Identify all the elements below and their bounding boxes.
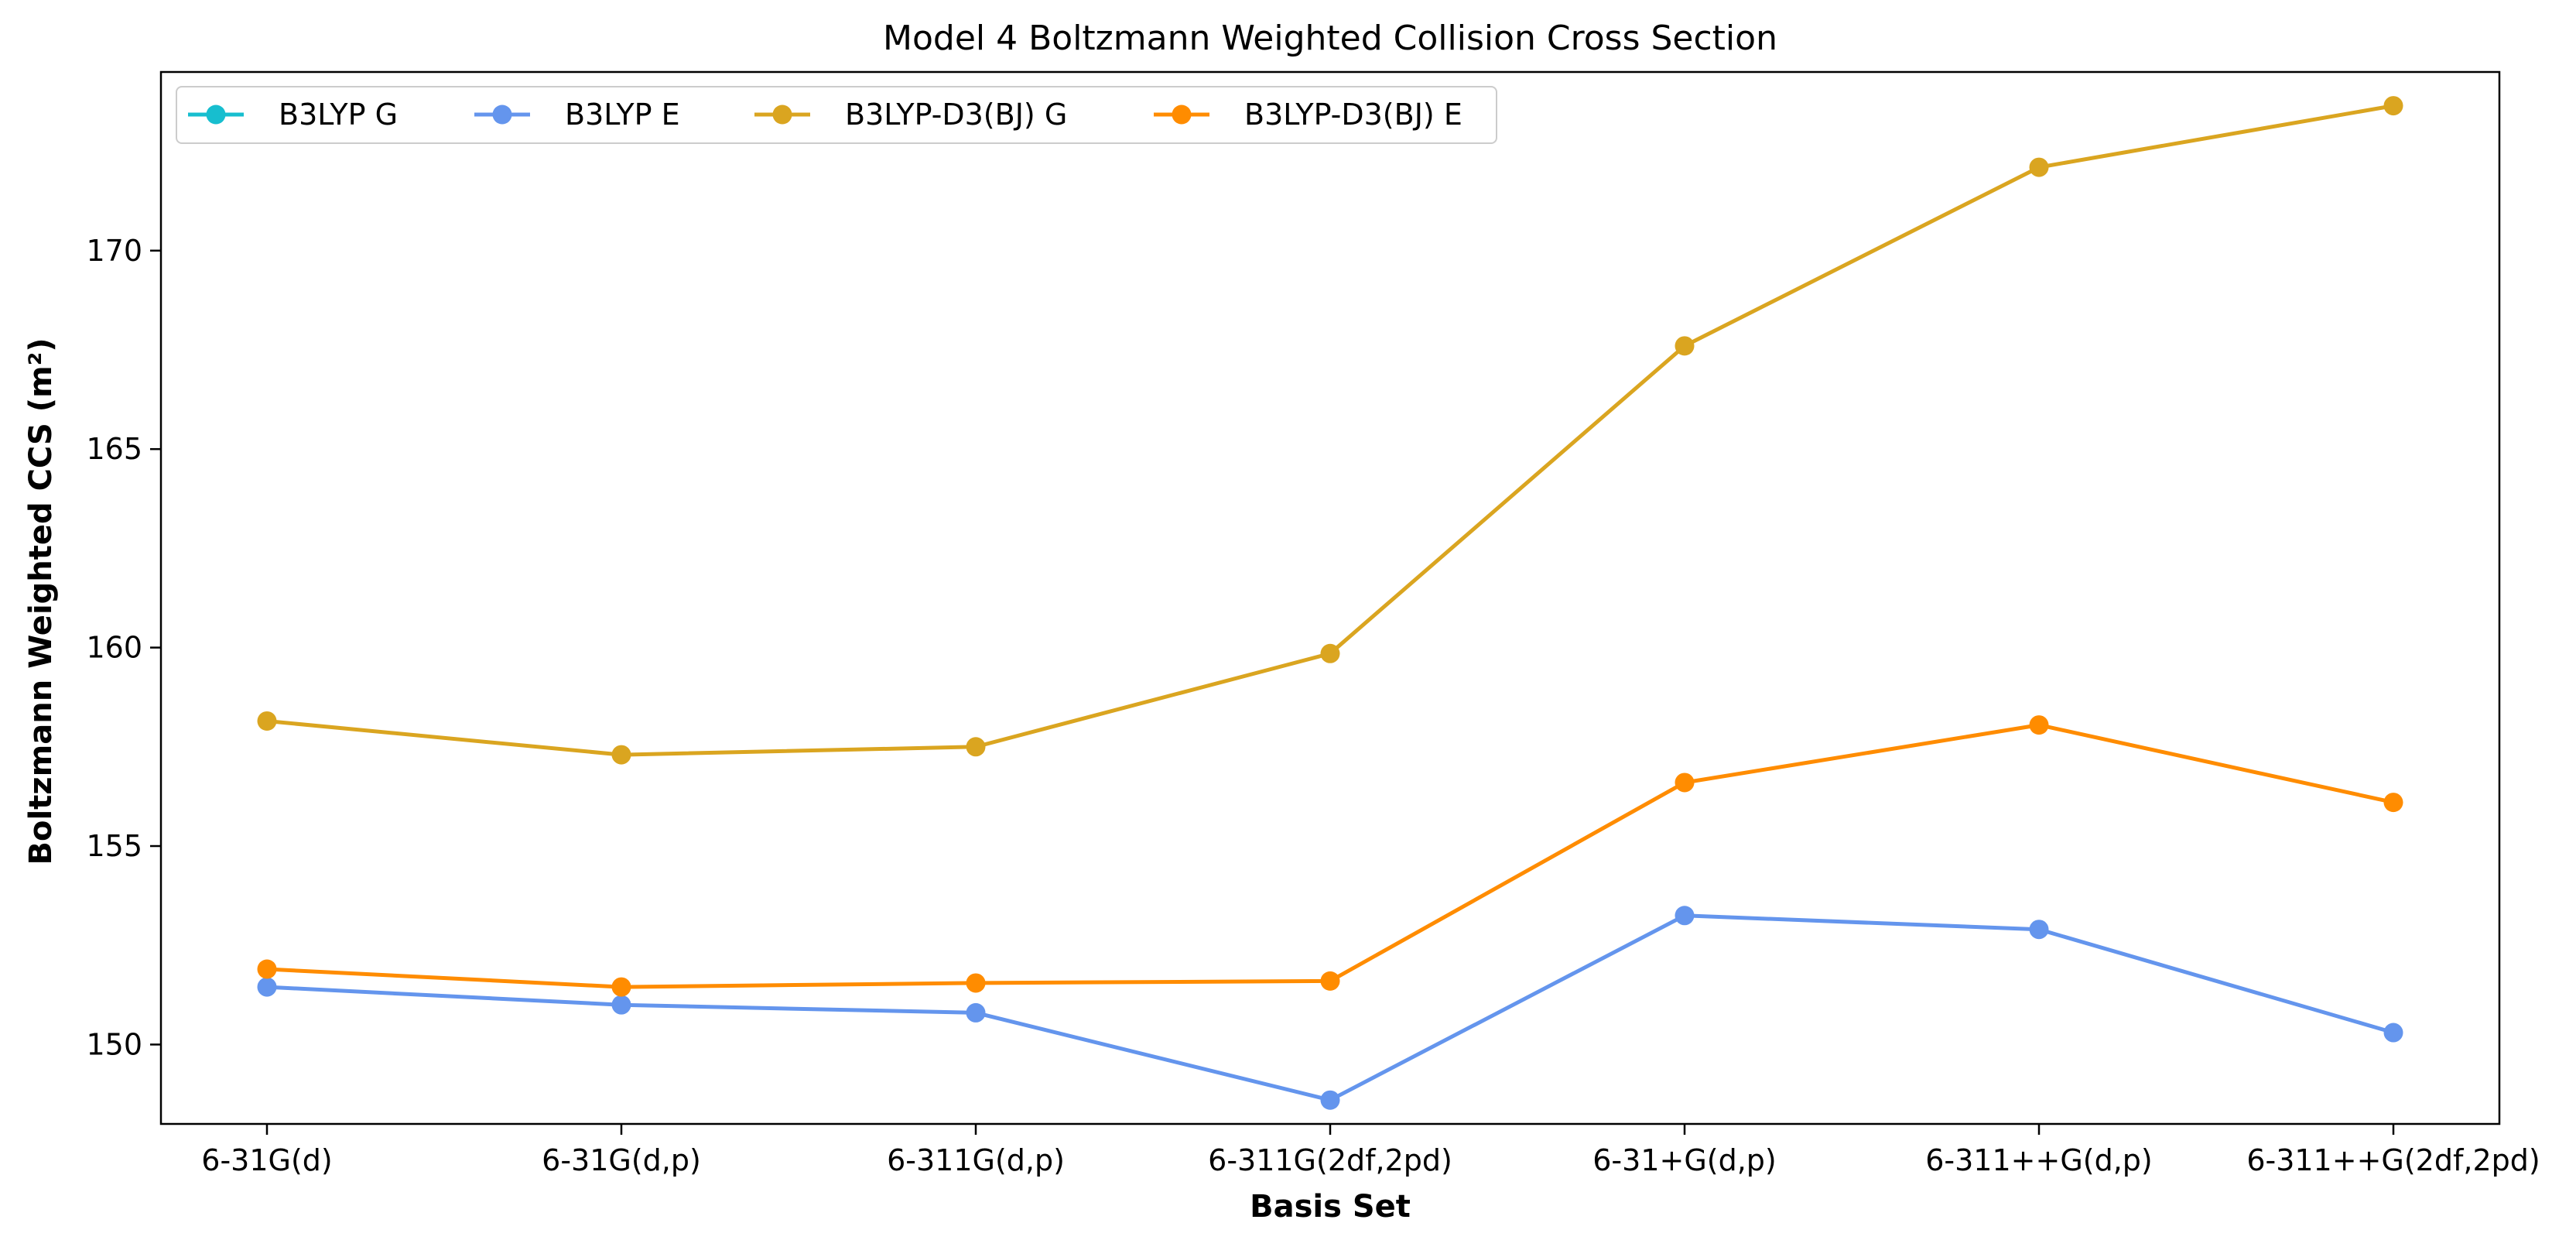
data-point [1675, 336, 1695, 356]
x-tick-label: 6-31G(d) [201, 1143, 332, 1177]
data-point [966, 737, 986, 757]
data-point [966, 973, 986, 993]
data-point [1320, 643, 1340, 663]
legend-marker [206, 104, 226, 125]
y-axis-label: Boltzmann Weighted CCS (m²) [23, 337, 59, 865]
axes-ticks: 6-31G(d) 6-31G(d,p) 6-311G(d,p) 6-311G(2df,… [86, 234, 2540, 1177]
data-point [611, 745, 631, 765]
x-tick-label: 6-311G(2df,2pd) [1208, 1143, 1452, 1177]
data-point [2383, 1023, 2403, 1043]
y-tick-label: 155 [86, 829, 142, 863]
x-tick-label: 6-31G(d,p) [542, 1143, 701, 1177]
x-tick-label: 6-311++G(2df,2pd) [2246, 1143, 2540, 1177]
data-point [2383, 96, 2403, 116]
data-point [2029, 920, 2049, 940]
x-tick-label: 6-31+G(d,p) [1592, 1143, 1777, 1177]
y-tick-label: 170 [86, 234, 142, 268]
x-axis-label: Basis Set [1250, 1189, 1411, 1225]
y-tick-label: 165 [86, 432, 142, 466]
data-point [257, 711, 277, 731]
series-b3lyp-d3-bj-g [257, 96, 2403, 765]
y-tick-label: 150 [86, 1027, 142, 1061]
legend: B3LYP G B3LYP E B3LYP-D3(BJ) G B3LYP-D3(BJ)… [176, 86, 1497, 144]
legend-entry: B3LYP E [474, 98, 680, 132]
legend-label: B3LYP E [565, 98, 680, 132]
data-point [2383, 793, 2403, 813]
series-b3lyp-e [257, 906, 2403, 1110]
y-tick-label: 160 [86, 631, 142, 665]
data-point [611, 995, 631, 1015]
data-point [2029, 715, 2049, 735]
legend-marker [1172, 104, 1192, 125]
legend-marker [492, 104, 512, 125]
legend-label: B3LYP-D3(BJ) E [1244, 98, 1462, 132]
legend-entry: B3LYP-D3(BJ) G [754, 98, 1067, 132]
series-layer [257, 96, 2403, 1110]
data-point [966, 1002, 986, 1023]
data-point [1675, 773, 1695, 793]
chart-title: Model 4 Boltzmann Weighted Collision Cro… [883, 19, 1777, 58]
legend-box [176, 86, 1497, 144]
x-tick-label: 6-311++G(d,p) [1925, 1143, 2153, 1177]
data-point [1675, 906, 1695, 926]
legend-label: B3LYP-D3(BJ) G [845, 98, 1067, 132]
legend-label: B3LYP G [279, 98, 398, 132]
series-b3lyp-d3-bj-e [257, 715, 2403, 997]
plot-area-frame [159, 70, 2501, 1125]
data-point [1320, 1090, 1340, 1110]
legend-entry: B3LYP-D3(BJ) E [1154, 98, 1462, 132]
data-point [257, 959, 277, 979]
data-point [611, 977, 631, 997]
legend-marker [772, 104, 792, 125]
data-point [2029, 157, 2049, 177]
data-point [1320, 971, 1340, 991]
x-tick-label: 6-311G(d,p) [887, 1143, 1065, 1177]
legend-entry: B3LYP G [188, 98, 398, 132]
data-point [257, 977, 277, 997]
